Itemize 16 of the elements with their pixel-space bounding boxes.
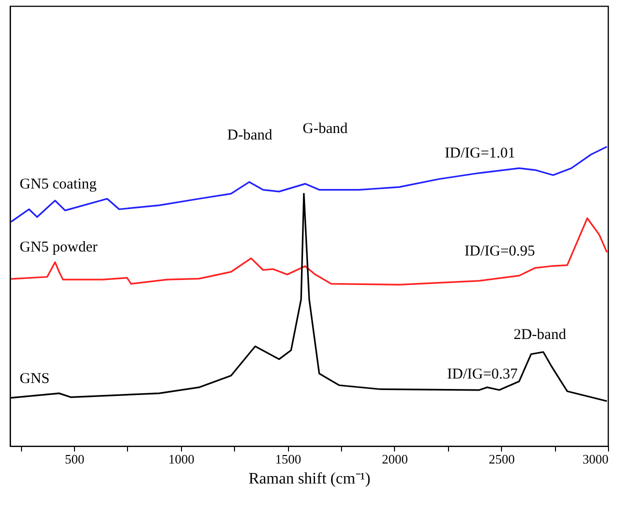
x-tick-label: 3000: [582, 452, 608, 466]
x-tick-label: 1500: [275, 452, 302, 466]
annotation: 2D-band: [514, 327, 567, 344]
series-label: GNS: [20, 370, 50, 387]
x-tick-label: 1000: [168, 452, 194, 466]
x-tick-label: 2000: [382, 452, 408, 466]
series-label: GN5 powder: [20, 240, 98, 256]
x-tick-label: 500: [64, 452, 84, 466]
text: D-band: [227, 127, 273, 144]
annotation: ID/IG=1.01: [444, 146, 516, 162]
annotation: ID/IG=0.95: [464, 244, 536, 260]
text: G-band: [302, 120, 348, 137]
x-tick-label: 2500: [488, 452, 515, 466]
x-axis-title: Raman shift (cm⁻¹): [248, 470, 370, 488]
annotation: ID/IG=0.37: [447, 366, 518, 382]
series-label: GN5 coating: [20, 176, 98, 192]
